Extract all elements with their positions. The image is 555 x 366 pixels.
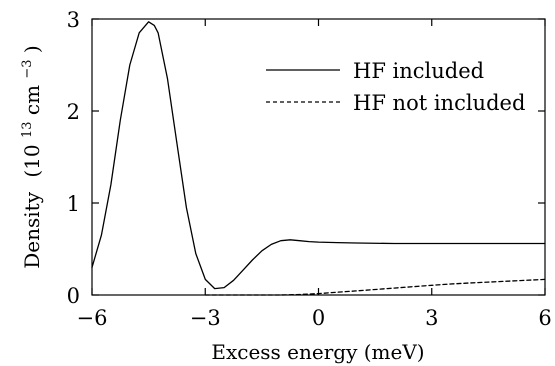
y-tick-label: 2 [67,100,80,124]
y-axis-tick-labels: 0 1 2 3 [67,8,80,308]
y-axis-title-unit-open: (10 [20,144,44,177]
legend-label-hf-not-included: HF not included [353,91,525,115]
series-line-hf-included [91,21,546,290]
y-axis-title: Density (10 13 cm −3 ) [12,45,44,269]
series-layer [91,21,546,296]
legend: HF included HF not included [266,59,525,115]
y-axis-title-unit-exp2: −3 [20,59,35,78]
y-tick-label: 3 [67,8,80,32]
y-axis-ticks [92,18,545,296]
x-tick-label: 0 [312,306,325,330]
y-tick-label: 1 [67,192,80,216]
y-axis-title-unit-close: ) [20,45,44,53]
x-tick-label: −3 [190,306,221,330]
x-tick-label: −6 [77,306,108,330]
x-axis-tick-labels: −6 −3 0 3 6 [77,306,552,330]
y-tick-label: 0 [67,284,80,308]
x-axis-title: Excess energy (meV) [211,340,424,364]
x-tick-label: 6 [538,306,551,330]
x-tick-label: 3 [425,306,438,330]
legend-label-hf-included: HF included [353,59,484,83]
y-axis-title-unit-cm: cm [20,85,44,115]
y-axis-title-unit-exp: 13 [20,121,35,138]
series-line-hf-not-included [204,278,546,296]
y-axis-title-quantity: Density [20,191,44,268]
